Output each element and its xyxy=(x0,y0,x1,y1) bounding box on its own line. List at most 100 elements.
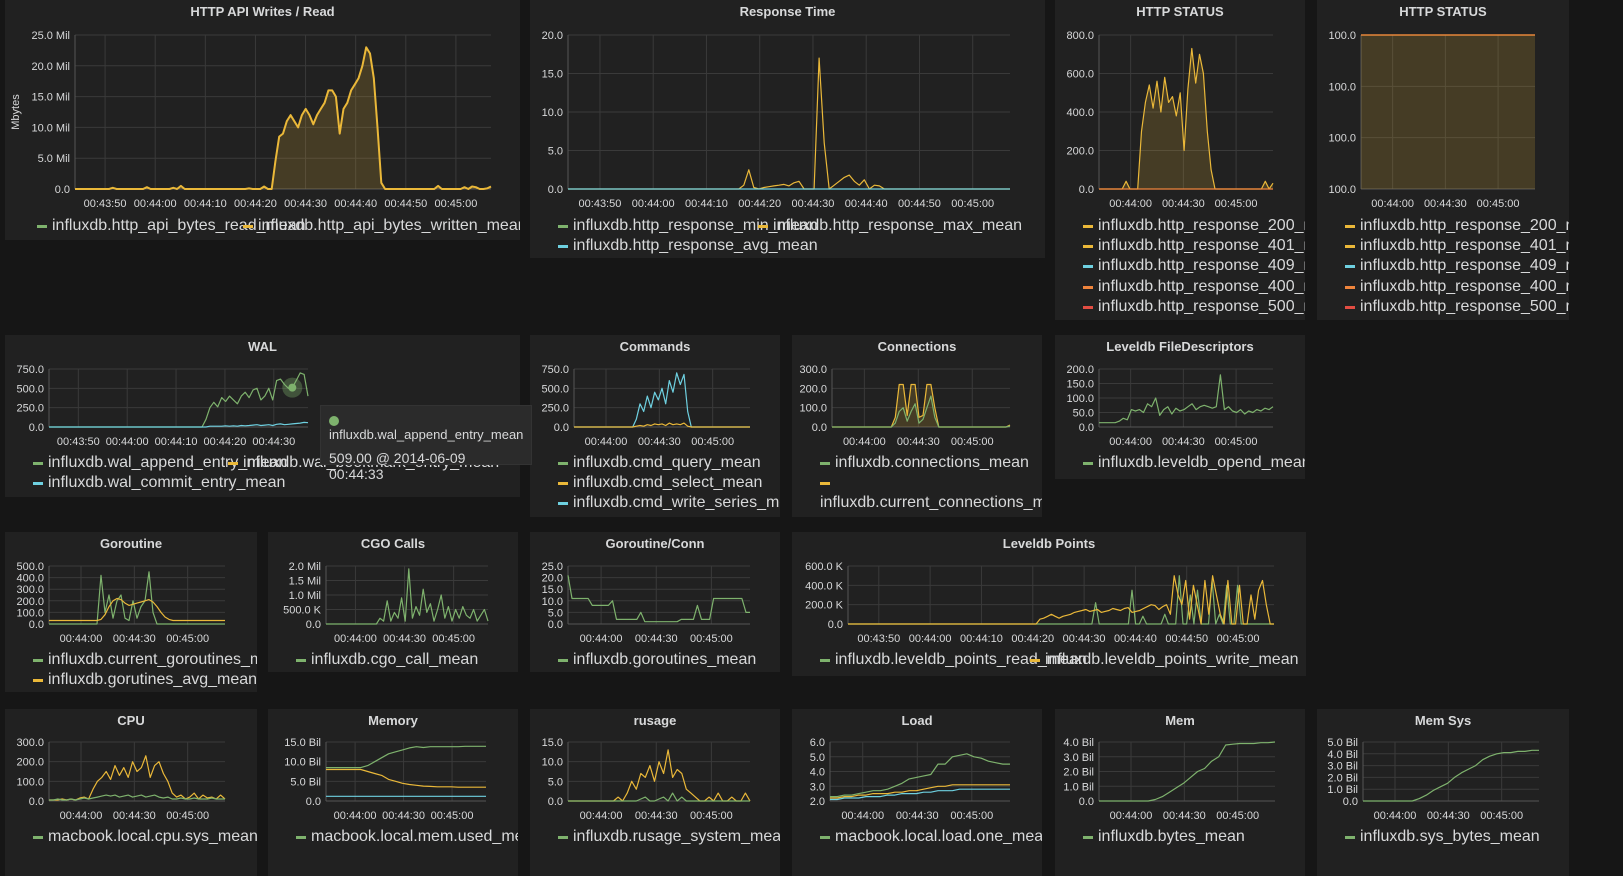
series-line[interactable] xyxy=(49,571,225,625)
panel-title[interactable]: Response Time xyxy=(739,4,836,19)
series-line[interactable] xyxy=(830,784,1010,799)
legend-item[interactable]: influxdb.http_response_200_mean xyxy=(1345,217,1569,234)
panel-title[interactable]: HTTP STATUS xyxy=(1399,4,1487,19)
chart-leveldb-fd[interactable]: 200.0 150.0 100.0 50.0 0.0 00:44:00 00:44:30 00… xyxy=(1055,335,1305,479)
panel-title[interactable]: Connections xyxy=(877,339,957,354)
series-line[interactable] xyxy=(1363,749,1539,802)
series-line[interactable] xyxy=(326,568,489,625)
panel-rusage[interactable]: rusage 15.0 10.0 5.0 0.0 00:44:00 00:44:30 00:4… xyxy=(530,709,780,876)
legend-item[interactable]: influxdb.http_response_max_mean xyxy=(758,217,1022,234)
legend-item[interactable]: influxdb.http_response_409_mean xyxy=(1083,257,1305,274)
chart-memory[interactable]: 15.0 Bil 10.0 Bil 5.0 Bil 0.0 00:44:00 00:44:… xyxy=(268,709,518,876)
panel-title[interactable]: HTTP STATUS xyxy=(1136,4,1224,19)
panel-http-api[interactable]: HTTP API Writes / Read 25.0 Mil 20.0 Mil 15… xyxy=(5,0,520,240)
legend-item[interactable]: influxdb.cmd_select_mean xyxy=(558,474,762,491)
legend-item[interactable]: influxdb.goroutines_mean xyxy=(558,651,756,668)
panel-title[interactable]: Load xyxy=(901,713,933,728)
chart-load[interactable]: 6.0 5.0 4.0 3.0 2.0 00:44:00 00:44:30 00:45:00 xyxy=(792,709,1042,876)
panel-title[interactable]: Commands xyxy=(619,339,691,354)
legend-item[interactable]: influxdb.http_response_400_mean xyxy=(1083,278,1305,295)
panel-title[interactable]: Mem xyxy=(1165,713,1195,728)
legend-item[interactable]: influxdb.cmd_write_series_mean xyxy=(558,494,780,511)
chart-mem[interactable]: 4.0 Bil 3.0 Bil 2.0 Bil 1.0 Bil 0.0 00:44:00 0… xyxy=(1055,709,1305,876)
chart-commands[interactable]: 750.0 500.0 250.0 0.0 00:44:00 00:44:30 00:45:… xyxy=(530,335,780,517)
panel-cgo[interactable]: CGO Calls 2.0 Mil 1.5 Mil 1.0 Mil 500.0 K 0.0… xyxy=(268,532,518,672)
legend-item[interactable]: influxdb.http_api_bytes_read_mean xyxy=(37,217,306,234)
chart-resp-time[interactable]: 20.0 15.0 10.0 5.0 0.0 00:43:50 00:44:00 00:44:… xyxy=(530,0,1045,258)
series-line[interactable] xyxy=(1099,374,1274,424)
panel-mem[interactable]: Mem 4.0 Bil 3.0 Bil 2.0 Bil 1.0 Bil 0.0 00:44:… xyxy=(1055,709,1305,876)
legend-item[interactable]: influxdb.leveldb_opend_mean xyxy=(1083,454,1305,471)
series-line[interactable] xyxy=(574,372,750,428)
legend-item[interactable]: influxdb.gorutines_avg_mean xyxy=(33,671,257,688)
panel-cpu[interactable]: CPU 300.0 200.0 100.0 0.0 00:44:00 00:44:30 00:… xyxy=(5,709,257,876)
chart-http-status2[interactable]: 100.0 100.0 100.0 100.0 00:44:00 00:44:30 00:4… xyxy=(1317,0,1569,320)
legend-item[interactable]: influxdb.connections_mean xyxy=(820,454,1029,471)
series-line[interactable] xyxy=(75,46,492,190)
panel-mem-sys[interactable]: Mem Sys 5.0 Bil 4.0 Bil 3.0 Bil 2.0 Bil 1.0 B… xyxy=(1317,709,1569,876)
legend-item[interactable]: influxdb.current_connections_mean xyxy=(820,494,1042,511)
panel-title[interactable]: Goroutine/Conn xyxy=(605,536,705,551)
series-line[interactable] xyxy=(848,575,1274,625)
series-line[interactable] xyxy=(574,422,750,428)
chart-cpu[interactable]: 300.0 200.0 100.0 0.0 00:44:00 00:44:30 00:45:… xyxy=(5,709,257,876)
panel-http-status1[interactable]: HTTP STATUS 800.0 600.0 400.0 200.0 0.0 00:44:… xyxy=(1055,0,1305,320)
panel-title[interactable]: Memory xyxy=(368,713,418,728)
series-line[interactable] xyxy=(49,372,309,428)
panel-title[interactable]: HTTP API Writes / Read xyxy=(190,4,335,19)
series-line[interactable] xyxy=(830,753,1010,798)
chart-rusage[interactable]: 15.0 10.0 5.0 0.0 00:44:00 00:44:30 00:45:00 xyxy=(530,709,780,876)
legend-item[interactable]: macbook.local.mem.used_mean xyxy=(296,828,518,845)
series-line[interactable] xyxy=(49,597,225,622)
legend-item[interactable]: influxdb.wal_append_entry_mean xyxy=(33,454,287,471)
series-line[interactable] xyxy=(326,768,486,788)
legend-item[interactable]: influxdb.http_response_200_mean xyxy=(1083,217,1305,234)
panel-goroutine[interactable]: Goroutine 500.0 400.0 300.0 200.0 100.0 0.0 00:… xyxy=(5,532,257,692)
panel-title[interactable]: WAL xyxy=(248,339,277,354)
chart-cgo[interactable]: 2.0 Mil 1.5 Mil 1.0 Mil 500.0 K 0.0 00:44:00 0… xyxy=(268,532,518,672)
legend-item[interactable]: influxdb.http_response_500_mean xyxy=(1083,298,1305,315)
legend-item[interactable]: influxdb.current_goroutines_mean xyxy=(33,651,257,668)
panel-commands[interactable]: Commands 750.0 500.0 250.0 0.0 00:44:00 00:44:… xyxy=(530,335,780,517)
panel-http-status2[interactable]: HTTP STATUS 100.0 100.0 100.0 100.0 00:44:00 0… xyxy=(1317,0,1569,320)
panel-title[interactable]: Mem Sys xyxy=(1414,713,1472,728)
legend-item[interactable]: influxdb.bytes_mean xyxy=(1083,828,1245,845)
legend-item[interactable]: influxdb.http_api_bytes_written_mean xyxy=(243,217,520,234)
legend-item[interactable]: influxdb.http_response_401_mean xyxy=(1345,237,1569,254)
panel-goroutine-conn[interactable]: Goroutine/Conn 25.0 20.0 15.0 10.0 5.0 0.0 00:4… xyxy=(530,532,780,672)
panel-memory[interactable]: Memory 15.0 Bil 10.0 Bil 5.0 Bil 0.0 00:44:00… xyxy=(268,709,518,876)
series-line[interactable] xyxy=(1099,741,1276,802)
panel-title[interactable]: Leveldb Points xyxy=(1002,536,1096,551)
series-line[interactable] xyxy=(568,749,751,802)
legend-item[interactable]: influxdb.cgo_call_mean xyxy=(296,651,478,668)
series-line[interactable] xyxy=(568,57,1010,190)
legend-item[interactable]: macbook.local.cpu.sys_mean xyxy=(33,828,257,845)
chart-leveldb-points[interactable]: 600.0 K 400.0 K 200.0 K 0.0 00:43:50 00:44:00… xyxy=(792,532,1306,676)
legend-item[interactable] xyxy=(820,475,835,491)
panel-title[interactable]: Leveldb FileDescriptors xyxy=(1106,339,1254,354)
legend-item[interactable]: influxdb.wal_commit_entry_mean xyxy=(33,474,285,491)
legend-item[interactable]: influxdb.http_response_500_mean xyxy=(1345,298,1569,315)
series-line[interactable] xyxy=(567,575,750,623)
chart-http-api[interactable]: 25.0 Mil 20.0 Mil 15.0 Mil 10.0 Mil 5.0 Mil 0… xyxy=(5,0,520,240)
chart-connections[interactable]: 300.0 200.0 100.0 0.0 00:44:00 00:44:30 00:45:… xyxy=(792,335,1042,517)
legend-item[interactable]: influxdb.http_response_409_mean xyxy=(1345,257,1569,274)
panel-connections[interactable]: Connections 300.0 200.0 100.0 0.0 00:44:00 00:… xyxy=(792,335,1042,517)
legend-item[interactable]: influxdb.cmd_query_mean xyxy=(558,454,761,471)
panel-title[interactable]: CPU xyxy=(117,713,145,728)
series-line[interactable] xyxy=(326,745,486,769)
panel-load[interactable]: Load 6.0 5.0 4.0 3.0 2.0 00:44:00 00:44:30 00:45… xyxy=(792,709,1042,876)
legend-item[interactable]: macbook.local.load.one_mean xyxy=(820,828,1042,845)
series-line[interactable] xyxy=(568,792,750,802)
legend-item[interactable]: influxdb.http_response_min_mean xyxy=(558,217,818,234)
chart-goroutine-conn[interactable]: 25.020.015.010.05.00.0 00:44:00 00:44:30 00… xyxy=(530,532,780,672)
panel-resp-time[interactable]: Response Time 20.0 15.0 10.0 5.0 0.0 00:43:50 0… xyxy=(530,0,1045,258)
legend-item[interactable]: influxdb.http_response_400_mean xyxy=(1345,278,1569,295)
legend-item[interactable]: influxdb.leveldb_points_write_mean xyxy=(1030,651,1299,668)
panel-leveldb-fd[interactable]: Leveldb FileDescriptors 200.0 150.0 100.0 50… xyxy=(1055,335,1305,479)
legend-item[interactable]: influxdb.leveldb_points_read_mean xyxy=(820,651,1087,668)
legend-item[interactable]: influxdb.rusage_system_mean xyxy=(558,828,780,845)
panel-title[interactable]: rusage xyxy=(633,713,677,728)
legend-item[interactable]: influxdb.http_response_401_mean xyxy=(1083,237,1305,254)
